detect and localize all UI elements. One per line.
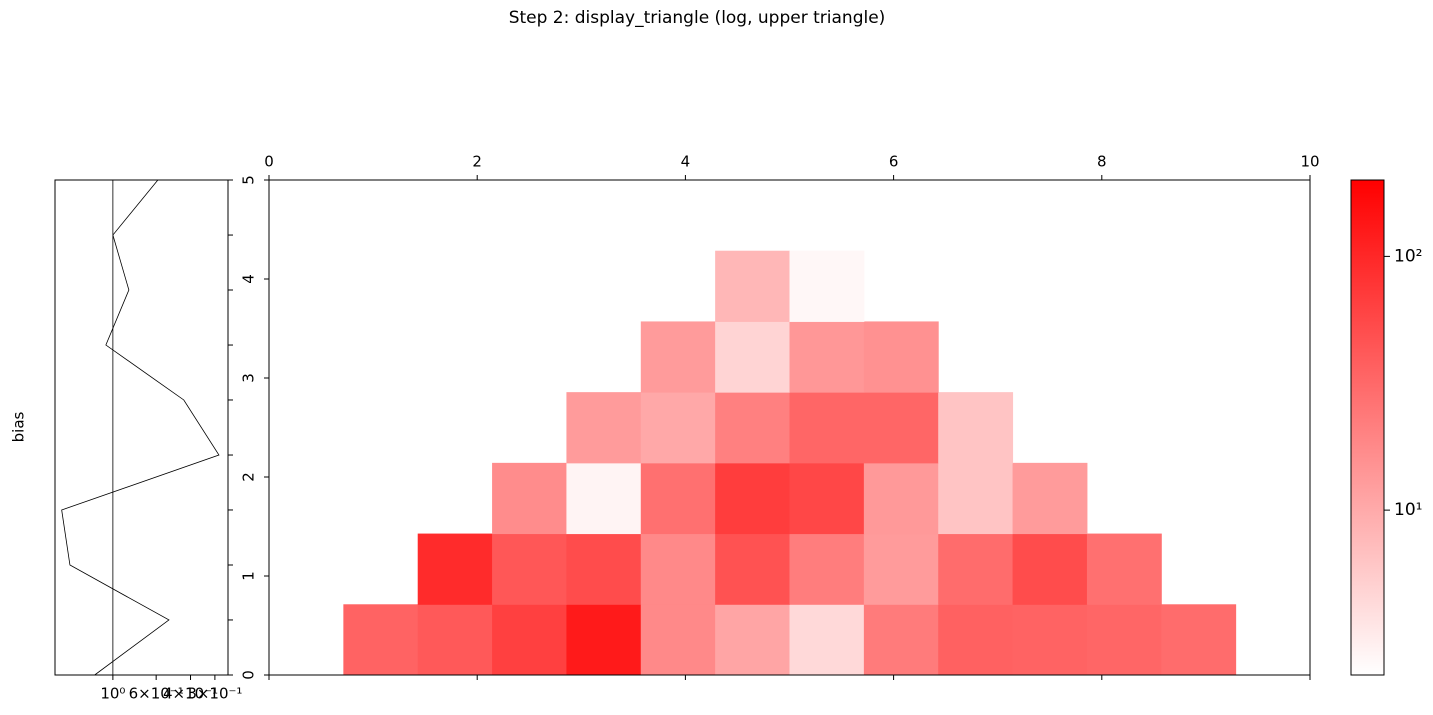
heatmap-cell xyxy=(417,533,493,605)
heatmap-cell xyxy=(640,533,716,605)
heatmap-cell xyxy=(715,392,790,464)
x-tick-label: 6×10⁻¹ xyxy=(129,685,184,703)
heatmap-cell xyxy=(938,533,1014,605)
heatmap-cell xyxy=(789,462,865,535)
y-tick-label: 4 xyxy=(240,274,258,284)
heatmap-cell xyxy=(789,392,865,464)
colorbar-tick-label: 10² xyxy=(1394,246,1422,266)
heatmap-cell xyxy=(863,604,939,676)
y-tick-label: 3 xyxy=(240,373,258,383)
heatmap-cell xyxy=(640,462,716,535)
heatmap-cell xyxy=(789,250,865,322)
x-tick-label: 0 xyxy=(264,153,274,171)
x-tick-label: 6 xyxy=(889,153,899,171)
heatmap-cell xyxy=(715,321,790,393)
heatmap-cell xyxy=(566,462,642,535)
side-axes-frame xyxy=(54,179,229,676)
y-tick-label: 5 xyxy=(240,175,258,185)
heatmap-cell xyxy=(938,392,1014,464)
heatmap-cell xyxy=(492,533,567,605)
y-tick-label: 1 xyxy=(240,571,258,581)
y-axis-label: bias xyxy=(10,411,28,442)
heatmap-cell xyxy=(640,604,716,676)
colorbar xyxy=(1350,179,1385,676)
heatmap-cell xyxy=(938,462,1014,535)
heatmap-cell xyxy=(863,462,939,535)
heatmap-cell xyxy=(863,392,939,464)
heatmap-cell xyxy=(566,533,642,605)
heatmap-cell xyxy=(1012,462,1088,535)
colorbar-tick-label: 10¹ xyxy=(1394,500,1422,520)
x-tick-label: 10 xyxy=(1300,153,1319,171)
y-tick-label: 2 xyxy=(240,472,258,482)
heatmap-cell xyxy=(417,604,493,676)
heatmap-cell xyxy=(789,533,865,605)
heatmap-cell xyxy=(492,462,567,535)
x-tick-label: 2 xyxy=(472,153,482,171)
axes-frame xyxy=(268,179,1311,676)
heatmap-cell xyxy=(566,392,642,464)
heatmap-cell xyxy=(1161,604,1237,676)
heatmap-cell xyxy=(789,321,865,393)
heatmap-cell xyxy=(492,604,567,676)
heatmap-cell xyxy=(715,533,790,605)
heatmap-cell xyxy=(715,604,790,676)
heatmap-cell xyxy=(863,321,939,393)
heatmap-cell xyxy=(715,462,790,535)
line-series xyxy=(61,179,220,676)
heatmap-cell xyxy=(343,604,419,676)
heatmap-cell xyxy=(1012,604,1088,676)
x-tick-label: 3×10⁻¹ xyxy=(187,685,242,703)
chart-title: Step 2: display_triangle (log, upper tri… xyxy=(509,8,886,28)
heatmap-cell xyxy=(863,533,939,605)
heatmap-cell xyxy=(566,604,642,676)
x-tick-label: 4 xyxy=(681,153,691,171)
heatmap-cell xyxy=(938,604,1014,676)
x-tick-label: 10⁰ xyxy=(100,685,125,703)
x-tick-label: 4×10⁻¹ xyxy=(163,685,218,703)
y-tick-label: 0 xyxy=(240,670,258,680)
heatmap-cell xyxy=(1086,604,1162,676)
heatmap-cell xyxy=(1086,533,1162,605)
heatmap-cell xyxy=(715,250,790,322)
heatmap-cell xyxy=(789,604,865,676)
heatmap-cell xyxy=(1012,533,1088,605)
heatmap-cell xyxy=(640,321,716,393)
heatmap-cell xyxy=(640,392,716,464)
x-tick-label: 8 xyxy=(1097,153,1107,171)
